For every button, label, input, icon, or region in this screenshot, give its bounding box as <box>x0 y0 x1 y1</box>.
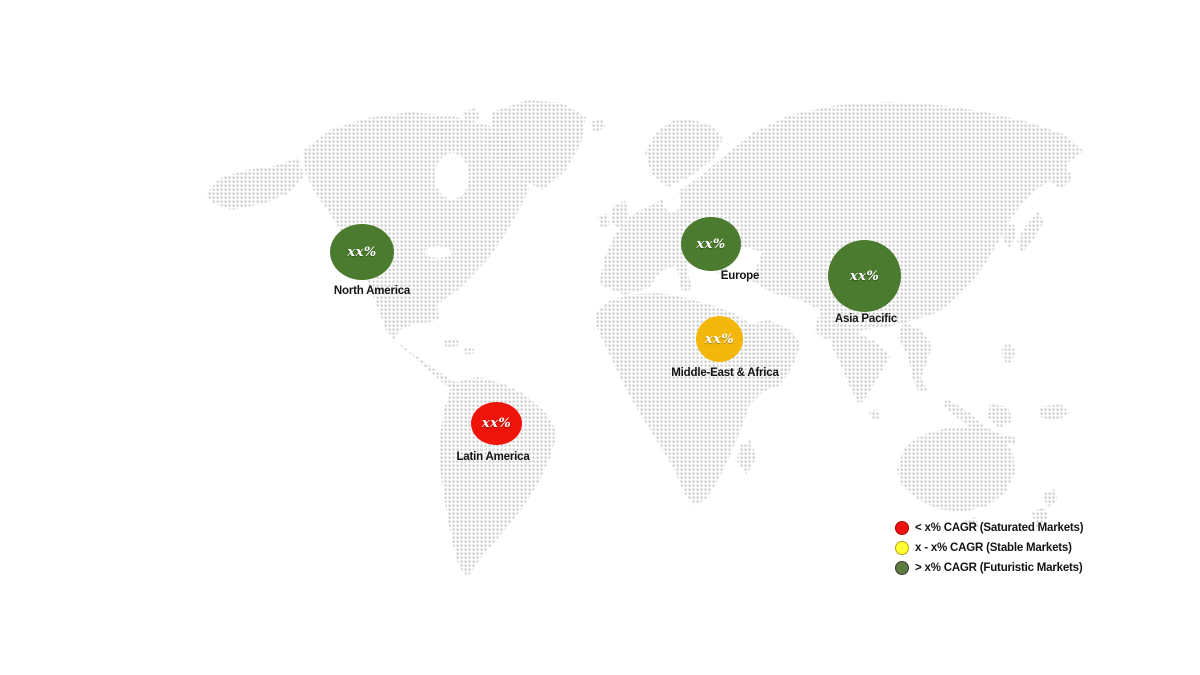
islands-caribbean <box>443 338 475 355</box>
region-bubble-europe: xx% <box>681 217 741 271</box>
legend-dot-futuristic-icon <box>895 560 909 575</box>
region-value-latin-america: xx% <box>481 416 512 431</box>
region-value-asia-pacific: xx% <box>849 268 880 284</box>
water-black-sea <box>728 265 756 279</box>
region-india <box>831 331 890 405</box>
legend-row-futuristic: > x% CAGR (Futuristic Markets) <box>895 560 1083 575</box>
region-label-north-america: North America <box>333 285 411 297</box>
region-label-asia-pacific: Asia Pacific <box>834 313 898 325</box>
legend-label-futuristic: > x% CAGR (Futuristic Markets) <box>915 561 1083 574</box>
region-korea <box>1002 222 1017 248</box>
continent-south-america <box>439 377 557 577</box>
region-value-europe: xx% <box>696 236 726 252</box>
island-sri-lanka <box>869 409 880 421</box>
region-bubble-asia-pacific: xx% <box>828 240 901 312</box>
region-label-middle-east-africa: Middle-East & Africa <box>671 367 779 379</box>
island-tasmania <box>965 517 979 530</box>
legend-dot-saturated-icon <box>895 520 909 535</box>
legend-row-stable: x - x% CAGR (Stable Markets) <box>895 540 1083 555</box>
cagr-legend: < x% CAGR (Saturated Markets) x - x% CAG… <box>895 520 1084 581</box>
islands-canadian-arctic <box>428 108 518 168</box>
island-iceland <box>590 119 606 132</box>
continent-alaska <box>206 158 304 210</box>
water-hudson-bay <box>435 153 469 199</box>
legend-dot-stable-icon <box>895 540 909 555</box>
legend-label-saturated: < x% CAGR (Saturated Markets) <box>915 521 1084 534</box>
continent-eurasia <box>599 102 1084 340</box>
region-southeast-asia <box>898 322 932 393</box>
region-scandinavia <box>645 119 723 187</box>
islands-japan <box>1017 212 1044 253</box>
island-ireland <box>598 213 610 229</box>
legend-label-stable: x - x% CAGR (Stable Markets) <box>915 541 1072 554</box>
islands-new-zealand <box>1032 489 1058 528</box>
region-value-north-america: xx% <box>347 244 377 260</box>
water-baltic-sea <box>663 190 681 212</box>
continent-australia <box>897 428 1015 512</box>
continent-africa <box>595 293 791 506</box>
islands-philippines <box>1002 342 1016 366</box>
island-madagascar <box>737 440 756 475</box>
region-bubble-latin-america: xx% <box>471 402 522 445</box>
legend-row-saturated: < x% CAGR (Saturated Markets) <box>895 520 1084 535</box>
region-label-latin-america: Latin America <box>456 451 530 463</box>
water-great-lakes <box>425 246 451 258</box>
region-bubble-middle-east-africa: xx% <box>696 316 743 362</box>
island-great-britain <box>611 200 629 230</box>
continent-greenland <box>492 100 586 190</box>
region-label-europe: Europe <box>720 270 760 282</box>
region-value-middle-east-africa: xx% <box>704 331 735 347</box>
region-bubble-north-america: xx% <box>330 224 394 280</box>
islands-indonesia <box>942 399 1070 445</box>
continent-north-america <box>304 112 529 401</box>
